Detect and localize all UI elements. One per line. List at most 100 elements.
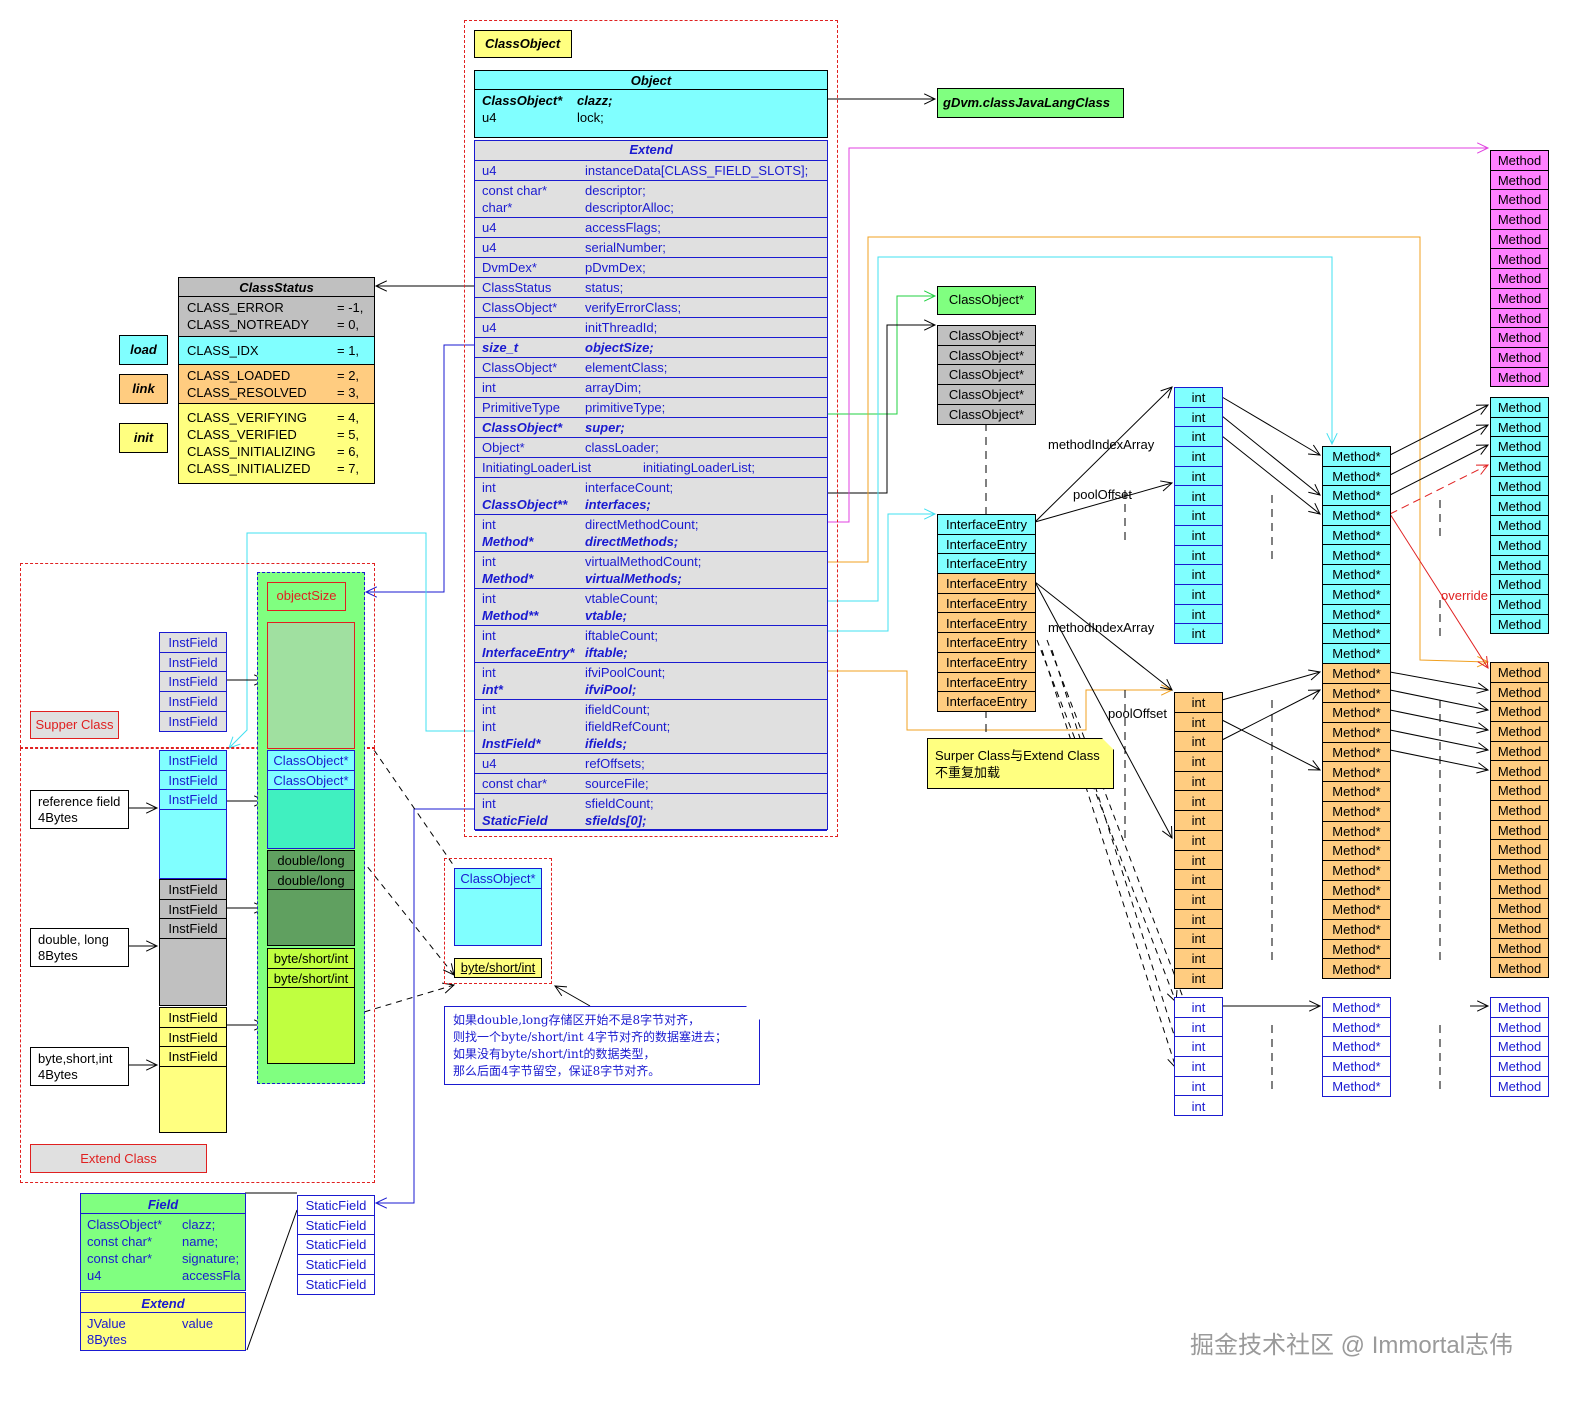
pool-offset-label: poolOffset (1073, 487, 1133, 502)
arrowhead-icon (1326, 432, 1338, 446)
interface-entry: InterfaceEntry (938, 673, 1035, 693)
note-line: double, long (38, 932, 109, 947)
field-name: accessFla (182, 1268, 241, 1283)
prim-slot: byte/short/int (268, 949, 354, 969)
extend-field-group: u4 refOffsets; (475, 754, 827, 774)
field-name: directMethodCount; (585, 517, 699, 532)
pool-int: int (1175, 693, 1222, 713)
arrowhead-icon (1475, 404, 1490, 415)
connector-line (1389, 689, 1489, 711)
pool-int: int (1175, 1018, 1222, 1038)
field-type: int (482, 554, 496, 569)
status-name: CLASS_VERIFIED (187, 427, 297, 442)
status-value: = 2, (337, 367, 360, 383)
ifvi-pool-cyan: int int int int int int int int int int int int int (1174, 387, 1223, 645)
field-name: interfaceCount; (585, 480, 674, 495)
field-type: u4 (482, 220, 497, 235)
field-type: ClassObject* (482, 300, 558, 315)
field-type: const char* (87, 1234, 153, 1249)
connector-line (828, 295, 935, 415)
method: Method (1497, 369, 1542, 385)
field-type: int (482, 591, 496, 606)
extend-field-row: char* descriptorAlloc; (475, 199, 827, 216)
method-index-array-label: methodIndexArray (1048, 620, 1155, 635)
field-name: signature; (182, 1251, 240, 1266)
classobject-title-box: ClassObject (474, 30, 572, 58)
status-name: CLASS_VERIFYING (187, 410, 307, 425)
extend-struct: Extend u4 instanceData[CLASS_FIELD_SLOTS];… (474, 140, 828, 831)
vtable-method-pointer: Method* (1323, 998, 1390, 1018)
method: Method (1491, 742, 1548, 762)
method: Method (1491, 939, 1548, 959)
vtable-method-pointer: Method* (1323, 841, 1390, 861)
pool-int: int (1191, 1098, 1206, 1114)
connector-line (1034, 386, 1173, 523)
pool-int: int (1175, 1057, 1222, 1077)
field-type: Method** (482, 608, 539, 623)
vtable-method-pointer: Method* (1323, 526, 1390, 546)
object-struct: Object ClassObject* clazz; u4 lock; (474, 70, 828, 138)
vtable-method-pointer: Method* (1323, 763, 1390, 783)
pool-int: int (1175, 949, 1222, 969)
phase-label: load (130, 342, 157, 357)
field-type: int (482, 380, 496, 395)
extend-field-group: InitiatingLoaderList initiatingLoaderList… (475, 458, 827, 478)
connector-line (828, 236, 1489, 663)
field-type: const char* (482, 776, 548, 791)
extend-field-group: int iftableCount; InterfaceEntry* iftable; (475, 626, 827, 663)
prim-ifields: InstField InstField InstField (159, 1007, 227, 1068)
field-type: ClassObject* (482, 420, 563, 435)
method: Method (1491, 477, 1548, 497)
override-label: override (1441, 588, 1488, 603)
arrowhead-icon (1160, 386, 1173, 399)
pool-int: int (1175, 427, 1222, 448)
extend-field-row: u4 initThreadId; (475, 319, 827, 336)
field-type: ClassObject* (87, 1217, 163, 1232)
vtable-method-pointer: Method* (1323, 703, 1390, 724)
extend-field-row: int vtableCount; (475, 590, 827, 607)
pool-int: int (1175, 585, 1222, 605)
method: Method (1491, 899, 1548, 920)
extend-field-group: DvmDex* pDvmDex; (475, 258, 827, 278)
extend-field-group: int arrayDim; (475, 378, 827, 398)
connector-line (1221, 689, 1321, 741)
field-type: char* (482, 200, 513, 215)
field-type: ClassObject* (482, 93, 563, 108)
method: Method (1491, 1037, 1548, 1058)
arrowhead-icon (374, 1197, 388, 1209)
vtable-method-pointer: Method* (1332, 646, 1381, 661)
static-field: StaticField (305, 1276, 367, 1292)
field-type: u4 (482, 163, 497, 178)
extend-field-group: ClassObject* verifyErrorClass; (475, 298, 827, 318)
field-type: InstField* (482, 736, 541, 751)
connector-line (1221, 415, 1321, 496)
vtable-method-pointer: Method* (1323, 881, 1390, 901)
extend-field-group: u4 accessFlags; (475, 218, 827, 238)
method: Method (1491, 880, 1548, 900)
field-name: elementClass; (585, 360, 668, 375)
arrowhead-icon (1476, 742, 1490, 754)
method: Method (1491, 683, 1548, 703)
pool-int: int (1175, 998, 1222, 1018)
vtable-method-pointer: Method* (1323, 506, 1390, 526)
field-type: int (482, 719, 496, 734)
inst-field: InstField (160, 900, 226, 920)
method: Method (1491, 457, 1548, 477)
field-type: Object* (482, 440, 525, 455)
method: Method (1491, 497, 1548, 517)
arrowhead-icon (923, 319, 937, 331)
extend-field-group: ClassStatus status; (475, 278, 827, 298)
vtable-method-pointer: Method* (1323, 802, 1390, 822)
pool-offset-label: poolOffset (1108, 706, 1168, 721)
vtable-method-pointer: Method* (1323, 664, 1390, 684)
inst-field: InstField (160, 1028, 226, 1048)
status-name: CLASS_RESOLVED (187, 384, 307, 400)
watermark: 掘金技术社区 @ Immortal志伟 (1190, 1332, 1514, 1359)
extend-field-row: u4 accessFlags; (475, 219, 827, 236)
pool-int: int (1175, 565, 1222, 585)
arrowhead-icon (1160, 480, 1174, 492)
vtable-method-pointer: Method* (1323, 822, 1390, 842)
method: Method (1491, 762, 1548, 782)
arrowhead-icon (1476, 722, 1490, 734)
